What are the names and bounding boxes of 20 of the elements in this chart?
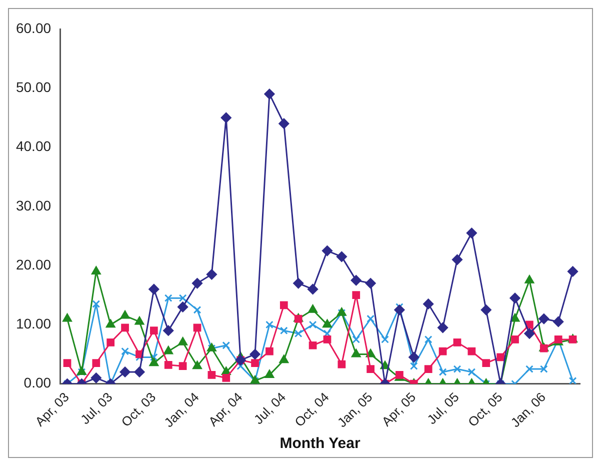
x-tick-label: Jan, 05 <box>334 389 376 430</box>
y-tick-label: 60.00 <box>16 20 52 36</box>
x-tick-label: Apr, 03 <box>32 389 72 430</box>
x-tick-label: Jul, 04 <box>250 389 289 428</box>
x-tick-label: Jul, 05 <box>424 389 462 428</box>
y-tick-label: 50.00 <box>16 78 52 95</box>
y-tick-label: 40.00 <box>16 138 52 154</box>
x-tick-label: Jan, 04 <box>161 389 202 430</box>
x-axis-title: Month Year <box>280 435 360 452</box>
y-tick-label: 10.00 <box>16 316 52 332</box>
x-tick-label: Jan, 06 <box>508 389 549 430</box>
y-tick-label: 30.00 <box>16 197 52 214</box>
x-tick-label: Apr, 05 <box>378 389 419 430</box>
y-tick-label: 20.00 <box>16 256 52 272</box>
x-tick-label: Apr, 04 <box>205 389 246 430</box>
y-tick-label: 0.00 <box>24 374 52 391</box>
x-tick-label: Oct, 03 <box>118 389 159 430</box>
x-tick-label: Oct, 04 <box>292 389 332 430</box>
x-tick-label: Oct, 05 <box>464 389 506 430</box>
x-tick-label: Jul, 03 <box>78 389 116 428</box>
